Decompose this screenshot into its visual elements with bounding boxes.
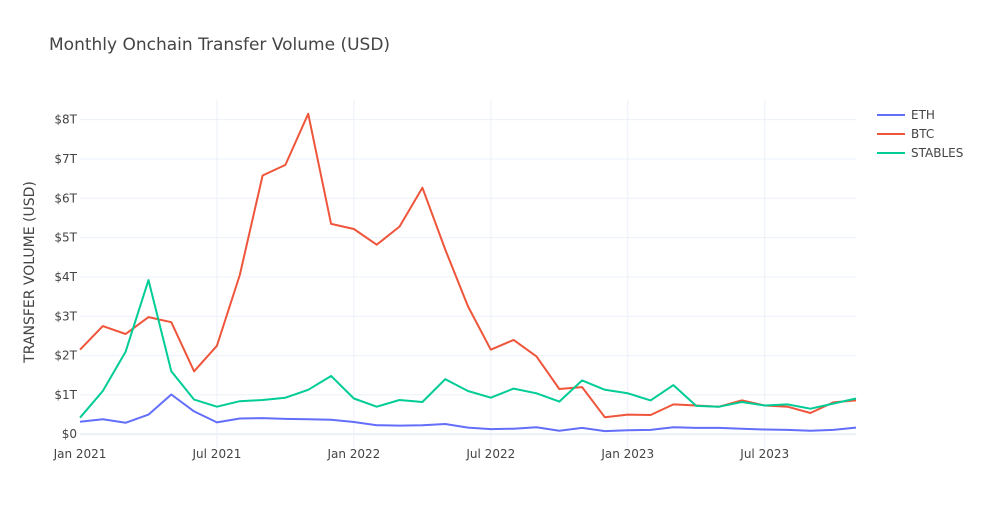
legend-label: STABLES xyxy=(911,146,963,160)
x-tick-label: Jan 2022 xyxy=(326,447,380,461)
y-axis-title: TRANSFER VOLUME (USD) xyxy=(22,181,38,364)
legend-item-stables[interactable]: STABLES xyxy=(877,146,963,160)
chart-title: Monthly Onchain Transfer Volume (USD) xyxy=(49,35,390,55)
axis-ticks: $0 $1T $2T $3T $4T $5T $6T $7T $8T Jan 2021 Jul 20… xyxy=(53,113,790,461)
legend-item-eth[interactable]: ETH xyxy=(877,108,935,122)
y-tick-label: $0 xyxy=(62,427,77,441)
series-line-stables xyxy=(79,279,857,419)
x-tick-label: Jan 2021 xyxy=(53,447,107,461)
y-tick-label: $1T xyxy=(54,388,77,402)
legend[interactable]: ETH BTC STABLES xyxy=(877,108,963,160)
x-tick-label: Jan 2023 xyxy=(600,447,654,461)
plot-area xyxy=(79,112,857,433)
y-tick-label: $5T xyxy=(54,231,77,245)
y-tick-label: $4T xyxy=(54,270,77,284)
grid xyxy=(80,100,856,448)
y-tick-label: $3T xyxy=(54,309,77,323)
y-tick-label: $8T xyxy=(54,113,77,127)
x-tick-label: Jul 2022 xyxy=(465,447,515,461)
legend-label: ETH xyxy=(911,108,935,122)
x-tick-label: Jul 2023 xyxy=(739,447,789,461)
y-tick-label: $2T xyxy=(54,349,77,363)
y-tick-label: $6T xyxy=(54,191,77,205)
series-line-eth xyxy=(79,393,857,433)
legend-label: BTC xyxy=(911,127,934,141)
x-tick-label: Jul 2021 xyxy=(192,447,242,461)
legend-item-btc[interactable]: BTC xyxy=(877,127,934,141)
y-tick-label: $7T xyxy=(54,152,77,166)
